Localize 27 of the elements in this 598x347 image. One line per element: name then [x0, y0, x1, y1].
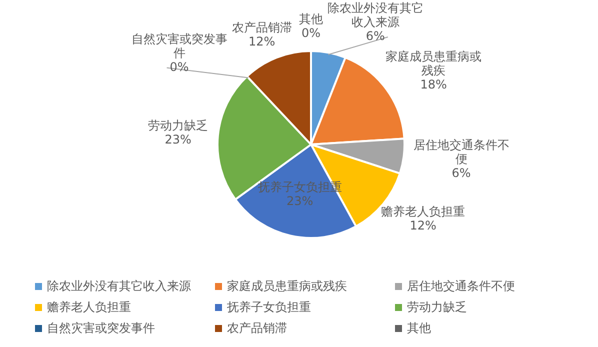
- slice-label: 除农业外没有其它收入来源: [327, 1, 424, 30]
- legend-label: 除农业外没有其它收入来源: [47, 278, 191, 295]
- legend-label: 抚养子女负担重: [227, 299, 311, 316]
- legend-label: 家庭成员患重病或残疾: [227, 278, 347, 295]
- legend-label: 农产品销滞: [227, 320, 287, 337]
- data-label: 18%: [420, 77, 447, 92]
- legend-label: 赡养老人负担重: [47, 299, 131, 316]
- legend-label: 居住地交通条件不便: [407, 278, 515, 295]
- data-label: 6%: [366, 29, 385, 44]
- slice-label: 劳动力缺乏: [148, 118, 208, 133]
- category-label: 自然灾害或突发事件: [131, 32, 228, 60]
- slice-label: 农产品销滞: [232, 20, 292, 34]
- legend-label: 其他: [407, 320, 431, 337]
- data-label: 23%: [286, 194, 314, 208]
- slice-label: 抚养子女负担重: [256, 180, 342, 194]
- data-label: 6%: [452, 166, 471, 180]
- category-label: 其他: [299, 12, 323, 26]
- legend-label: 自然灾害或突发事件: [47, 320, 155, 337]
- data-label: 12%: [410, 218, 436, 233]
- data-label: 12%: [248, 34, 276, 48]
- text: 0%: [301, 26, 321, 40]
- slice-label: 家庭成员患重病或残疾: [386, 49, 482, 78]
- slice-label: 居住地交通条件不便: [413, 138, 510, 166]
- legend-label: 劳动力缺乏: [407, 299, 467, 316]
- text: 0%: [170, 60, 189, 74]
- data-label: 23%: [164, 132, 192, 147]
- slice-label: 赡养老人负担重: [381, 204, 466, 219]
